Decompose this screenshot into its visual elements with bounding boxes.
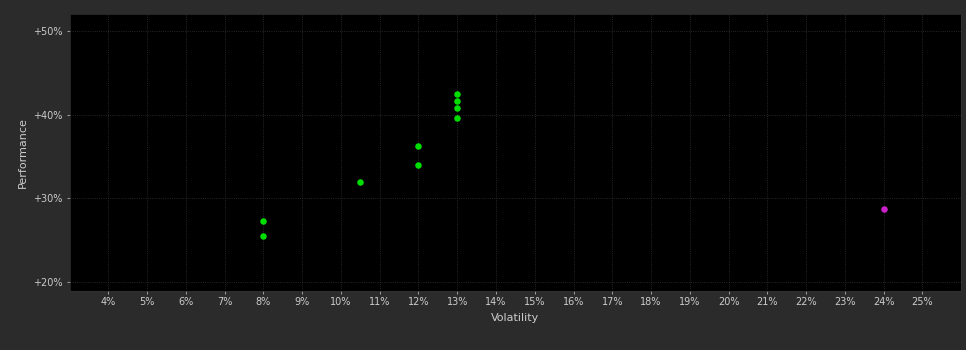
Point [449,105,465,111]
Point [449,98,465,104]
Point [449,91,465,96]
Y-axis label: Performance: Performance [17,117,28,188]
Point [449,115,465,121]
Point [256,218,271,224]
Point [411,144,426,149]
Point [353,179,368,184]
Point [411,162,426,168]
Point [876,206,892,212]
X-axis label: Volatility: Volatility [492,313,539,323]
Point [256,233,271,239]
